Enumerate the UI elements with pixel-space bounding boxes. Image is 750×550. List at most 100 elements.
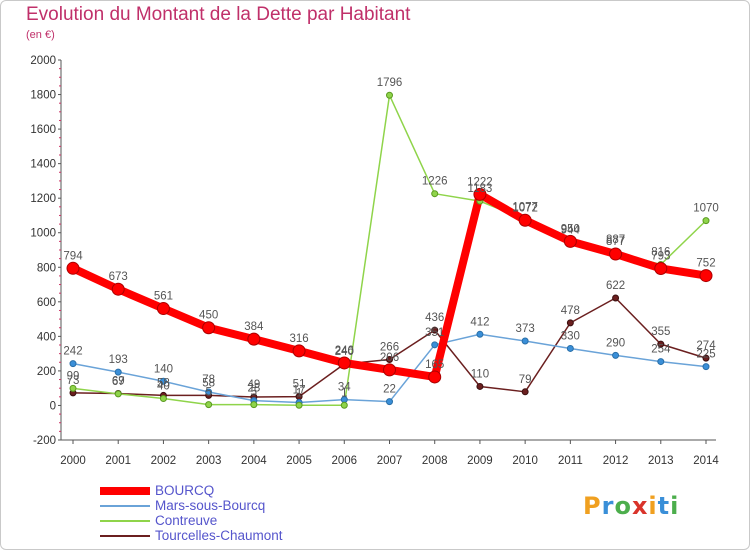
data-label-mars-sous-bourcq: 373 — [516, 323, 535, 335]
y-tick-label: -200 — [33, 435, 56, 447]
legend-swatch-mars-sous-bourcq — [100, 504, 150, 507]
x-tick-label: 2013 — [648, 455, 674, 467]
data-label-contreuve: 67 — [112, 376, 125, 388]
data-point-mars-sous-bourcq — [702, 363, 710, 371]
data-label-tourcelles-chaumont: 69 — [112, 376, 125, 388]
data-point-bourcq — [654, 261, 668, 275]
data-label-bourcq: 165 — [425, 359, 444, 371]
data-point-tourcelles-chaumont — [386, 356, 393, 364]
data-label-tourcelles-chaumont: 622 — [606, 280, 625, 292]
x-tick-label: 2008 — [422, 455, 448, 467]
data-label-contreuve: 40 — [157, 381, 170, 393]
data-point-bourcq — [66, 261, 80, 275]
logo-letter: o — [614, 492, 632, 520]
legend-swatch-bourcq — [100, 486, 150, 495]
data-label-tourcelles-chaumont: 58 — [157, 377, 170, 389]
data-point-bourcq — [609, 247, 623, 261]
data-label-tourcelles-chaumont: 266 — [380, 342, 399, 354]
data-point-bourcq — [202, 321, 216, 335]
legend: BOURCQ Mars-sous-Bourcq Contreuve Tourcelle… — [100, 483, 283, 543]
x-tick-label: 2011 — [558, 455, 583, 467]
proxiti-logo: Proxiti — [583, 492, 679, 520]
data-label-bourcq: 752 — [696, 258, 715, 270]
data-label-tourcelles-chaumont: 110 — [471, 368, 489, 380]
data-point-mars-sous-bourcq — [205, 388, 213, 396]
x-tick-label: 2003 — [196, 455, 222, 467]
data-point-contreuve — [295, 401, 303, 409]
data-label-mars-sous-bourcq: 78 — [202, 374, 215, 386]
data-label-mars-sous-bourcq: 17 — [293, 385, 306, 397]
data-label-contreuve: 944 — [561, 224, 581, 236]
data-label-mars-sous-bourcq: 351 — [425, 327, 444, 339]
y-tick-label: 2000 — [30, 55, 56, 67]
data-label-tourcelles-chaumont: 73 — [67, 375, 80, 387]
data-point-bourcq — [473, 187, 487, 201]
legend-swatch-tourcelles-chaumont — [100, 534, 150, 537]
data-point-mars-sous-bourcq — [431, 341, 439, 349]
data-point-mars-sous-bourcq — [159, 377, 167, 385]
data-label-contreuve: 816 — [651, 247, 670, 259]
data-label-bourcq: 246 — [335, 345, 354, 357]
x-tick-label: 2001 — [105, 455, 131, 467]
data-point-mars-sous-bourcq — [612, 351, 620, 359]
y-tick-label: 0 — [50, 400, 56, 412]
data-point-contreuve — [386, 91, 393, 99]
data-point-bourcq — [111, 282, 125, 296]
data-label-tourcelles-chaumont: 478 — [561, 305, 580, 317]
data-point-bourcq — [383, 363, 396, 377]
data-point-mars-sous-bourcq — [521, 337, 529, 345]
x-tick-label: 2010 — [512, 455, 538, 467]
data-point-tourcelles-chaumont — [476, 382, 484, 390]
data-label-bourcq: 450 — [199, 310, 218, 322]
data-label-contreuve: 887 — [606, 234, 625, 246]
data-label-contreuve: 1 — [296, 387, 302, 399]
data-label-contreuve: 99 — [67, 370, 80, 382]
chart-subtitle: (en €) — [26, 29, 55, 41]
data-label-bourcq: 794 — [63, 250, 83, 262]
data-point-mars-sous-bourcq — [114, 368, 122, 376]
data-label-contreuve: 1796 — [377, 77, 403, 89]
y-tick-label: 200 — [37, 366, 56, 378]
legend-swatch-contreuve — [100, 519, 150, 522]
legend-label-mars-sous-bourcq: Mars-sous-Bourcq — [155, 498, 266, 513]
legend-label-bourcq: BOURCQ — [155, 483, 215, 498]
legend-label-contreuve: Contreuve — [155, 513, 218, 528]
data-point-bourcq — [518, 213, 532, 227]
data-label-mars-sous-bourcq: 330 — [561, 330, 580, 342]
data-label-bourcq: 206 — [380, 352, 399, 364]
x-tick-label: 2002 — [151, 455, 177, 467]
data-point-tourcelles-chaumont — [612, 294, 620, 302]
data-label-mars-sous-bourcq: 242 — [63, 346, 82, 358]
data-label-tourcelles-chaumont: 274 — [696, 340, 716, 352]
data-point-contreuve — [159, 395, 167, 403]
data-point-mars-sous-bourcq — [657, 358, 665, 366]
legend-item-tourcelles-chaumont: Tourcelles-Chaumont — [100, 528, 283, 543]
data-point-bourcq — [337, 356, 351, 370]
y-tick-label: 1200 — [30, 193, 56, 205]
y-tick-label: 400 — [37, 331, 56, 343]
x-tick-label: 2007 — [377, 455, 403, 467]
data-label-mars-sous-bourcq: 22 — [383, 384, 396, 396]
x-tick-label: 2005 — [286, 455, 312, 467]
data-label-contreuve: 1077 — [512, 201, 538, 213]
legend-item-mars-sous-bourcq: Mars-sous-Bourcq — [100, 498, 283, 513]
data-label-tourcelles-chaumont: 49 — [247, 379, 260, 391]
data-label-mars-sous-bourcq: 225 — [696, 349, 715, 361]
data-point-mars-sous-bourcq — [476, 330, 484, 338]
data-label-mars-sous-bourcq: 193 — [109, 354, 128, 366]
data-point-bourcq — [247, 332, 261, 346]
y-tick-label: 800 — [37, 262, 56, 274]
logo-letter: i — [670, 492, 680, 520]
data-point-contreuve — [250, 401, 258, 409]
data-point-contreuve — [69, 384, 77, 392]
data-label-mars-sous-bourcq: 34 — [338, 382, 351, 394]
data-label-tourcelles-chaumont: 436 — [425, 312, 444, 324]
data-label-tourcelles-chaumont: 355 — [651, 326, 670, 338]
data-label-tourcelles-chaumont: 58 — [202, 377, 215, 389]
data-point-contreuve — [114, 390, 122, 398]
legend-label-tourcelles-chaumont: Tourcelles-Chaumont — [155, 528, 283, 543]
y-tick-label: 600 — [37, 297, 56, 309]
data-label-bourcq: 950 — [561, 223, 580, 235]
data-label-tourcelles-chaumont: 240 — [335, 346, 354, 358]
